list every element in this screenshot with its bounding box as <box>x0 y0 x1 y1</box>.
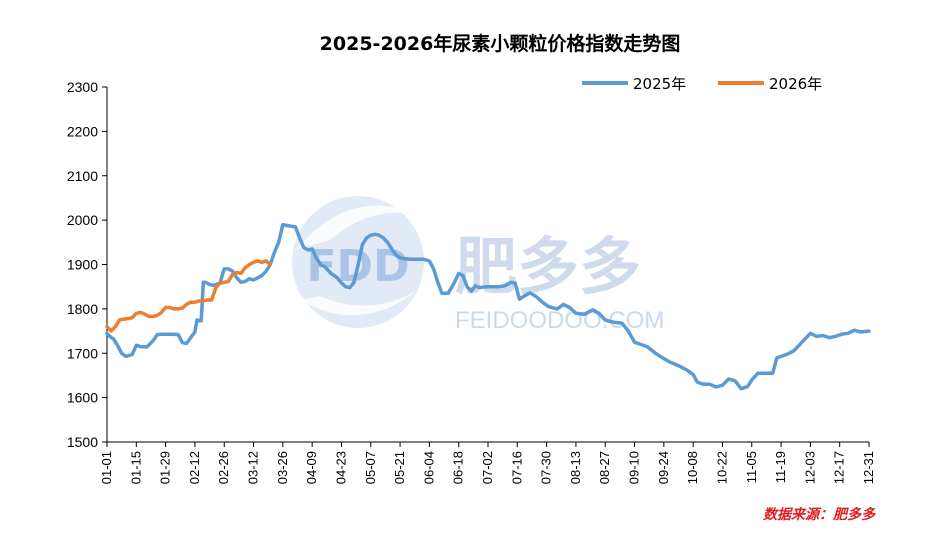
x-tick-label: 01-01 <box>99 451 114 484</box>
y-tick-label: 1500 <box>67 434 98 450</box>
watermark-leaf-icon <box>296 205 420 250</box>
x-tick-label: 07-30 <box>539 451 554 484</box>
y-tick-label: 2300 <box>67 79 98 95</box>
x-tick-label: 04-09 <box>304 451 319 484</box>
y-tick-label: 1600 <box>67 390 98 406</box>
x-tick-label: 12-31 <box>861 451 876 484</box>
x-tick-label: 03-26 <box>275 451 290 484</box>
x-tick-label: 06-04 <box>421 451 436 484</box>
watermark: FDD 肥多多 FEIDOODOO.COM <box>292 196 664 334</box>
x-tick-label: 07-02 <box>480 451 495 484</box>
x-tick-label: 10-22 <box>714 451 729 484</box>
x-tick-label: 02-26 <box>216 451 231 484</box>
x-tick-label: 03-12 <box>246 451 261 484</box>
x-tick-label: 01-29 <box>158 451 173 484</box>
watermark-url: FEIDOODOO.COM <box>455 307 664 334</box>
x-tick-label: 09-10 <box>627 451 642 484</box>
y-tick-label: 2200 <box>67 123 98 139</box>
x-tick-label: 09-24 <box>656 451 671 484</box>
y-tick-label: 2000 <box>67 212 98 228</box>
series-layer <box>105 222 871 391</box>
y-tick-label: 2100 <box>67 168 98 184</box>
y-tick-label: 1800 <box>67 301 98 317</box>
y-tick-label: 1900 <box>67 257 98 273</box>
x-tick-label: 07-16 <box>509 451 524 484</box>
x-tick-label: 12-03 <box>802 451 817 484</box>
x-tick-label: 10-08 <box>685 451 700 484</box>
x-tick-label: 02-12 <box>187 451 202 484</box>
source-note: 数据来源：肥多多 <box>763 506 876 523</box>
x-tick-label: 05-07 <box>363 451 378 484</box>
chart-title: 2025-2026年尿素小颗粒价格指数走势图 <box>320 32 681 55</box>
y-tick-label: 1700 <box>67 345 98 361</box>
series-line-2026 <box>105 259 273 333</box>
x-tick-label: 12-17 <box>832 451 847 484</box>
x-tick-label: 06-18 <box>451 451 466 484</box>
legend-label-2026: 2026年 <box>769 75 822 93</box>
x-tick-label: 05-21 <box>392 451 407 484</box>
x-tick-label: 04-23 <box>333 451 348 484</box>
x-axis: 01-01 01-15 01-29 02-12 02-26 03-12 03-26 04-09… <box>99 441 876 484</box>
x-tick-label: 08-13 <box>568 451 583 484</box>
x-tick-label: 11-19 <box>773 451 788 483</box>
watermark-name: 肥多多 <box>455 230 641 303</box>
legend: 2025年 2026年 <box>582 75 822 93</box>
watermark-leaf-icon <box>300 290 418 316</box>
series-line-2025 <box>105 222 871 391</box>
y-axis: 1500 1600 1700 1800 1900 2000 2100 2200 2300 <box>67 79 108 450</box>
x-tick-label: 08-27 <box>597 451 612 484</box>
x-tick-label: 01-15 <box>128 451 143 484</box>
legend-label-2025: 2025年 <box>633 75 686 93</box>
x-tick-label: 11-05 <box>744 451 759 483</box>
